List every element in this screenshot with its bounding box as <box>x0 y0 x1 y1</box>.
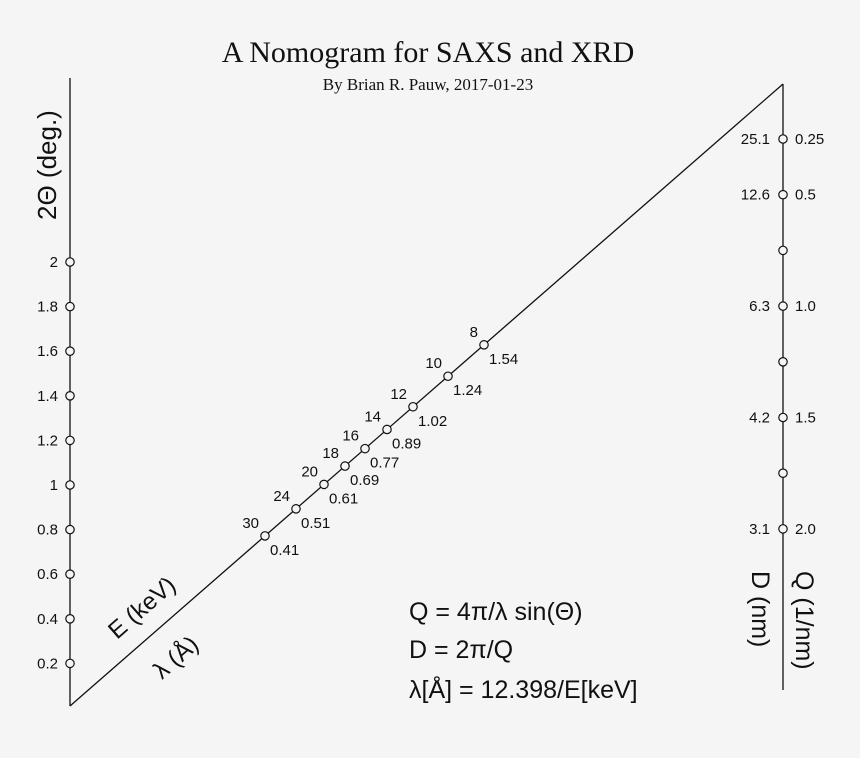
right-tick-marker <box>778 524 788 534</box>
left-tick-marker <box>65 524 75 535</box>
diagonal-tick-marker <box>443 371 453 382</box>
energy-tick-label: 14 <box>364 408 381 425</box>
left-tick-label: 1.8 <box>37 299 58 316</box>
left-tick-marker <box>65 480 75 490</box>
right-tick-marker <box>778 468 788 478</box>
diagonal-tick-marker <box>360 443 370 454</box>
left-tick-label: 0.6 <box>37 566 58 583</box>
right-axis-ticks: 25.1 0.25 12.6 0.5 6.3 1.0 4.2 1.5 3.1 2.0 <box>741 131 824 538</box>
d-tick-label: 3.1 <box>749 521 770 538</box>
wavelength-tick-label: 0.89 <box>392 435 421 452</box>
energy-tick-label: 8 <box>470 324 478 341</box>
page-subtitle: By Brian R. Pauw, 2017-01-23 <box>323 75 533 94</box>
q-tick-label: 0.25 <box>795 131 824 148</box>
energy-tick-label: 16 <box>342 428 359 445</box>
left-tick-label: 1 <box>50 477 58 494</box>
page-title: A Nomogram for SAXS and XRD <box>222 36 635 69</box>
wavelength-tick-label: 0.69 <box>350 472 379 489</box>
right-tick-marker <box>778 301 788 311</box>
wavelength-tick-label: 0.51 <box>301 515 330 532</box>
right-tick-marker <box>778 412 788 423</box>
diagonal-tick-marker <box>340 461 350 471</box>
energy-tick-label: 12 <box>390 386 407 403</box>
wavelength-tick-label: 0.61 <box>329 490 358 507</box>
diagonal-axis-ticks: 8 1.54 10 1.24 12 1.02 14 0.89 16 0.77 18 0.69 20 0.6… <box>242 324 518 559</box>
left-axis-label: 2Θ (deg.) <box>32 110 62 220</box>
formula-q: Q = 4π/λ sin(Θ) <box>409 598 583 626</box>
wavelength-tick-label: 1.24 <box>453 382 482 399</box>
wavelength-axis-label: λ (Å) <box>148 630 205 684</box>
right-tick-marker <box>778 189 788 200</box>
q-axis-label: Q (1/nm) <box>790 571 818 670</box>
left-tick-label: 1.6 <box>37 343 58 360</box>
d-tick-label: 6.3 <box>749 298 770 315</box>
energy-tick-label: 24 <box>273 488 290 505</box>
diagonal-tick-marker <box>479 340 489 350</box>
left-tick-marker <box>65 390 75 401</box>
right-tick-marker <box>778 134 788 144</box>
left-axis-ticks: 2 1.8 1.6 1.4 1.2 1 0.8 0.6 0.4 0.2 <box>37 254 75 672</box>
left-tick-marker <box>65 301 75 312</box>
right-tick-marker <box>778 356 788 367</box>
diagonal-tick-marker <box>260 531 270 541</box>
energy-tick-label: 10 <box>425 355 442 372</box>
energy-tick-label: 30 <box>242 515 259 532</box>
q-tick-label: 2.0 <box>795 521 816 538</box>
left-tick-label: 0.2 <box>37 655 58 672</box>
right-tick-marker <box>778 245 788 256</box>
left-tick-label: 1.2 <box>37 432 58 449</box>
formula-d: D = 2π/Q <box>409 636 513 664</box>
diagonal-tick-marker <box>319 479 329 490</box>
left-tick-marker <box>65 613 75 624</box>
wavelength-tick-label: 1.54 <box>489 351 518 368</box>
energy-tick-label: 20 <box>301 463 318 480</box>
energy-axis-label: E (keV) <box>103 572 181 645</box>
wavelength-tick-label: 1.02 <box>418 413 447 430</box>
left-tick-label: 0.4 <box>37 611 58 628</box>
diagonal-tick-marker <box>382 424 392 435</box>
diagonal-tick-marker <box>408 401 418 412</box>
left-tick-label: 1.4 <box>37 388 58 405</box>
d-tick-label: 4.2 <box>749 410 770 427</box>
left-tick-label: 2 <box>50 254 58 271</box>
d-axis-label: D (nm) <box>746 571 774 647</box>
wavelength-tick-label: 0.77 <box>370 455 399 472</box>
left-tick-marker <box>65 435 75 446</box>
d-tick-label: 25.1 <box>741 131 770 148</box>
left-tick-marker <box>65 569 75 579</box>
energy-tick-label: 18 <box>322 445 339 462</box>
d-tick-label: 12.6 <box>741 187 770 204</box>
left-tick-marker <box>65 257 75 267</box>
diagonal-axis-line <box>69 83 784 707</box>
q-tick-label: 0.5 <box>795 187 816 204</box>
formula-lambda: λ[Å] = 12.398/E[keV] <box>409 674 638 704</box>
q-tick-label: 1.5 <box>795 410 816 427</box>
wavelength-tick-label: 0.41 <box>270 542 299 559</box>
q-tick-label: 1.0 <box>795 298 816 315</box>
left-tick-marker <box>65 346 75 356</box>
left-tick-label: 0.8 <box>37 522 58 539</box>
left-tick-marker <box>65 658 75 669</box>
diagonal-tick-marker <box>291 504 301 514</box>
